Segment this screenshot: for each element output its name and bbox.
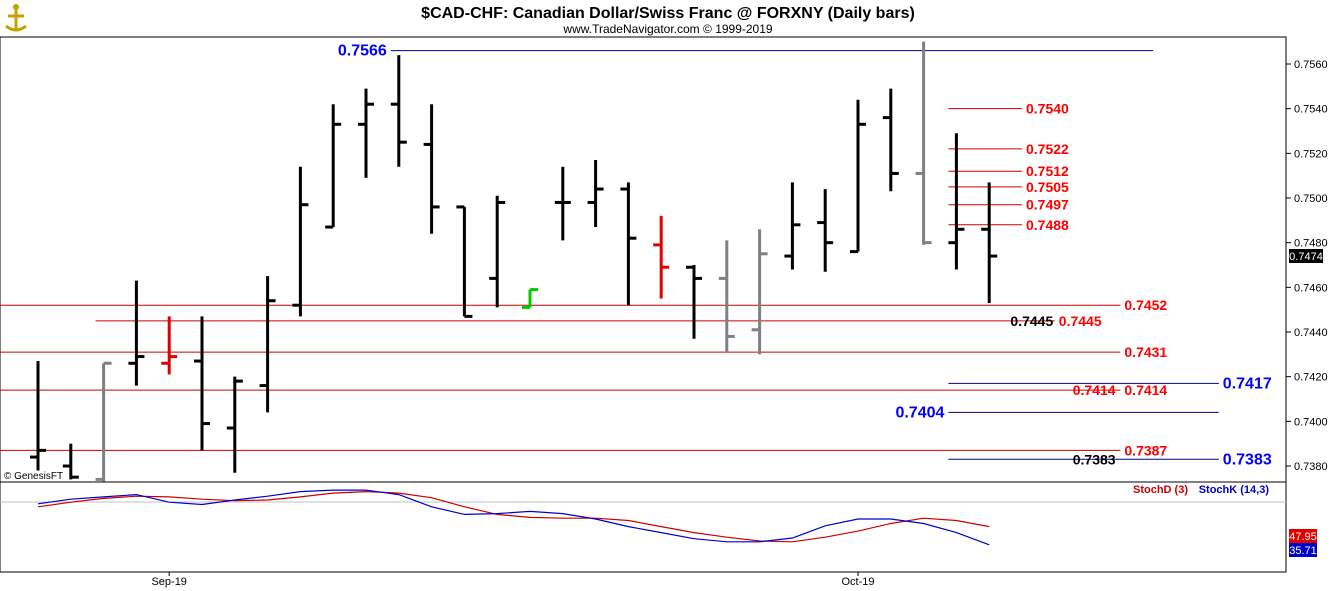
ohlc-bar: [817, 189, 834, 272]
level-label: 0.7417: [1223, 375, 1272, 392]
x-tick-label: Sep-19: [151, 576, 186, 588]
y-tick-label: 0.7460: [1294, 282, 1328, 294]
level-label: 0.7497: [1026, 197, 1069, 213]
ohlc-bar: [259, 276, 276, 413]
ohlc-bar: [554, 166, 571, 241]
x-axis: Sep-19 Oct-19: [151, 572, 875, 588]
level-label: 0.7387: [1124, 442, 1167, 458]
stochk-value: 35.71: [1289, 545, 1317, 557]
ohlc-bar: [161, 316, 178, 375]
stochd-value: 47.95: [1289, 531, 1317, 543]
ohlc-bar: [620, 182, 637, 306]
ohlc-bar: [686, 265, 702, 339]
inline-level-label: 0.7383: [1073, 451, 1116, 467]
y-tick-label: 0.7540: [1294, 104, 1328, 116]
ohlc-bar: [95, 361, 112, 482]
chart-subtitle: www.TradeNavigator.com © 1999-2019: [562, 22, 772, 36]
stochd-line: [37, 490, 990, 543]
stochd-value-box: [1289, 529, 1317, 543]
stochastic-layer: [37, 489, 990, 546]
y-axis: 0.7560 0.7540 0.7520 0.7500 0.7480 0.7460 0.74…: [1286, 59, 1328, 473]
ohlc-bar: [62, 443, 79, 480]
ohlc-bar: [718, 240, 735, 353]
y-tick-label: 0.7500: [1294, 193, 1328, 205]
x-tick-label: Oct-19: [841, 576, 874, 588]
ohlc-bar: [292, 166, 309, 317]
ohlc-bar: [423, 104, 440, 234]
ohlc-bar: [751, 229, 768, 355]
last-price-box: [1289, 249, 1323, 263]
legend-stochd: StochD (3): [1133, 484, 1188, 496]
level-label: 0.7452: [1124, 297, 1167, 313]
ohlc-bar: [653, 215, 670, 299]
y-tick-label: 0.7400: [1294, 416, 1328, 428]
ohlc-bar: [784, 182, 801, 270]
level-label: 0.7512: [1026, 163, 1069, 179]
ohlc-bar: [390, 55, 407, 167]
stochastic-panel: [0, 481, 1287, 573]
ohlc-bar: [358, 88, 374, 178]
ohlc-bar: [522, 288, 538, 309]
ohlc-bar: [981, 182, 998, 303]
inline-level-label: 0.7414: [1073, 382, 1116, 398]
level-label: 0.7431: [1124, 344, 1167, 360]
level-label: 0.7414: [1124, 382, 1167, 398]
ohlc-bar: [915, 41, 932, 245]
y-tick-label: 0.7440: [1294, 327, 1328, 339]
y-tick-label: 0.7480: [1294, 238, 1328, 250]
ohlc-bar: [948, 133, 965, 270]
y-tick-label: 0.7380: [1294, 461, 1328, 473]
level-label: 0.7488: [1026, 217, 1069, 233]
inline-level-label: 0.7445: [1010, 313, 1053, 329]
stochk-line: [37, 489, 990, 546]
ohlc-bar: [850, 99, 866, 254]
level-label: 0.7540: [1026, 101, 1069, 117]
last-price-label: 0.7474: [1289, 251, 1323, 263]
legend-stochk: StochK (14,3): [1199, 484, 1270, 496]
ohlc-bar: [587, 160, 604, 228]
watermark: © GenesisFT: [4, 471, 63, 482]
level-label: 0.7505: [1026, 179, 1069, 195]
price-panel: [0, 36, 1287, 483]
logo-icon: [5, 4, 27, 32]
level-label: 0.7522: [1026, 141, 1069, 157]
level-label: 0.7445: [1059, 313, 1102, 329]
ohlc-bar: [882, 88, 899, 192]
ohlc-bar: [325, 104, 342, 229]
ohlc-bar: [226, 376, 243, 473]
chart-title: $CAD-CHF: Canadian Dollar/Swiss Franc @ …: [421, 5, 915, 22]
ohlc-bar: [128, 280, 145, 386]
ohlc-bar: [30, 361, 46, 471]
level-label: 0.7566: [338, 43, 387, 60]
bars-layer: [30, 41, 998, 482]
ohlc-bar: [194, 316, 210, 451]
y-tick-label: 0.7560: [1294, 59, 1328, 71]
stochk-value-box: [1289, 543, 1317, 557]
ohlc-bar: [489, 195, 506, 308]
y-tick-label: 0.7420: [1294, 372, 1328, 384]
y-tick-label: 0.7520: [1294, 148, 1328, 160]
level-label: 0.7404: [895, 404, 944, 421]
ohlc-bar: [456, 205, 473, 318]
level-label: 0.7383: [1223, 451, 1272, 468]
